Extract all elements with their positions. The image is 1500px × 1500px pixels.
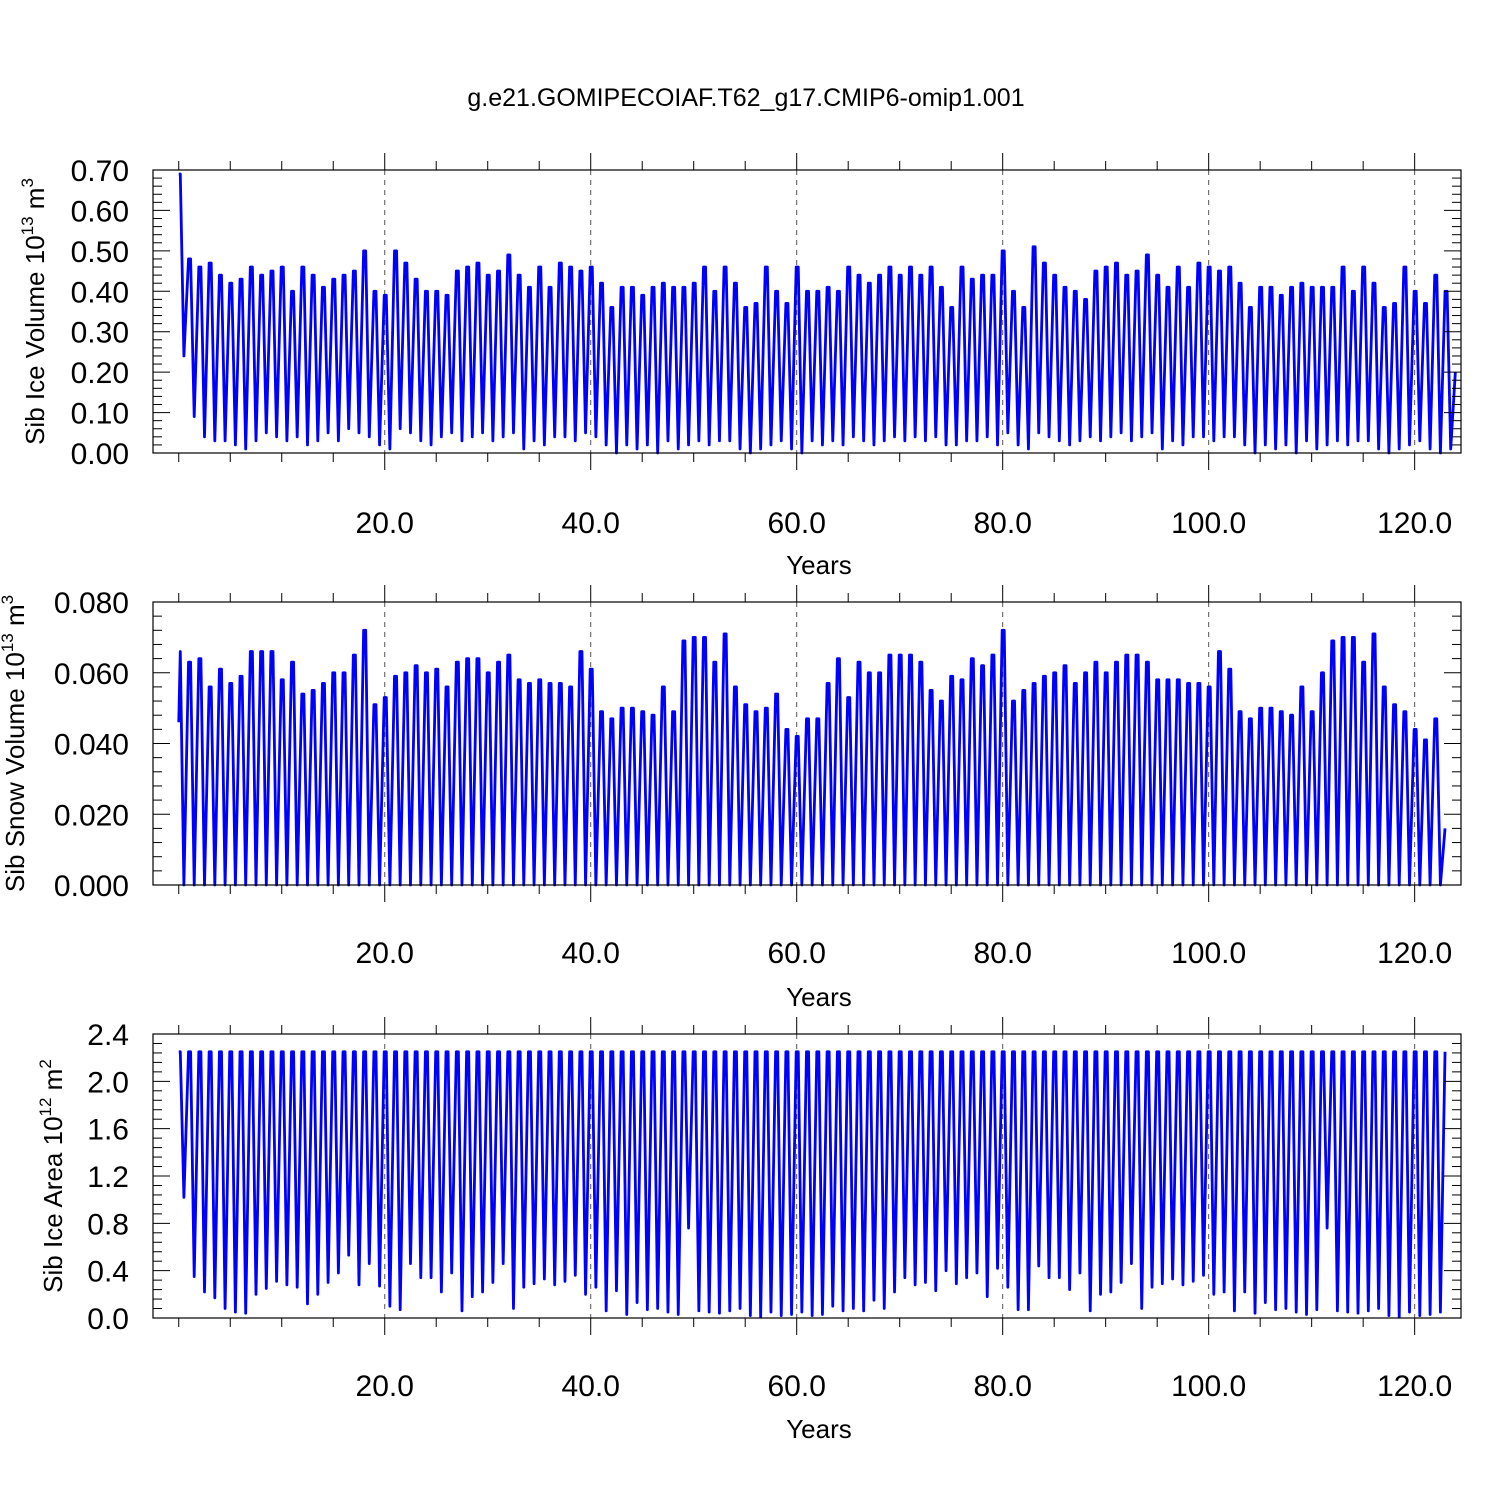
x-tick-label: 100.0: [1171, 937, 1246, 970]
y-tick-label: 0.4: [87, 1256, 129, 1289]
y-tick-label: 0.30: [71, 317, 129, 350]
y-label-unit: m: [0, 604, 30, 633]
x-tick-label: 20.0: [356, 1370, 414, 1403]
chart-title: g.e21.GOMIPECOIAF.T62_g17.CMIP6-omip1.00…: [467, 84, 1024, 112]
y-tick-label: 2.4: [87, 1019, 129, 1052]
series-line: [177, 628, 1447, 887]
chart-panel-1: 0.00 0.10 0.20 0.30 0.40 0.50 0.60 0.70 20.0 40.0…: [18, 153, 1462, 580]
y-label-unit: m: [20, 188, 50, 217]
x-tick-label: 80.0: [973, 1370, 1031, 1403]
x-tick-label: 120.0: [1377, 1370, 1452, 1403]
y-tick-label: 0.40: [71, 276, 129, 309]
x-tick-label: 40.0: [562, 937, 620, 970]
y-axis-label: Sib Ice Volume 1013 m3: [18, 178, 50, 445]
y-label-main: Sib Snow Volume 10: [0, 652, 30, 892]
y-label-exponent: 13: [0, 633, 17, 652]
x-tick-label: 80.0: [973, 937, 1031, 970]
chart-panel-3: 0.0 0.4 0.8 1.2 1.6 2.0 2.4 20.0 40.0 60.0 80.0 100…: [36, 1017, 1462, 1444]
x-tick-label: 120.0: [1377, 937, 1452, 970]
y-tick-label: 0.70: [71, 155, 129, 188]
y-axis-label: Sib Ice Area 1012 m2: [36, 1059, 68, 1293]
y-tick-label: 0.50: [71, 236, 129, 269]
y-tick-label: 0.0: [87, 1303, 129, 1336]
y-tick-label: 0.10: [71, 398, 129, 431]
x-axis-label: Years: [786, 1414, 852, 1444]
y-tick-label: 0.20: [71, 357, 129, 390]
y-label-exponent: 12: [36, 1098, 55, 1117]
y-label-main: Sib Ice Area 10: [38, 1116, 68, 1292]
y-tick-label: 0.020: [54, 799, 129, 832]
y-label-unit-exponent: 3: [0, 595, 17, 604]
y-label-unit-exponent: 3: [18, 178, 37, 187]
y-tick-label: 0.080: [54, 587, 129, 620]
x-tick-label: 20.0: [356, 937, 414, 970]
x-tick-label: 20.0: [356, 507, 414, 540]
x-tick-label: 60.0: [768, 937, 826, 970]
y-tick-label: 1.2: [87, 1161, 129, 1194]
y-label-main: Sib Ice Volume 10: [20, 235, 50, 445]
x-tick-label: 40.0: [562, 1370, 620, 1403]
y-label-exponent: 13: [18, 216, 37, 235]
y-tick-label: 0.60: [71, 195, 129, 228]
y-tick-label: 2.0: [87, 1066, 129, 1099]
x-tick-label: 100.0: [1171, 507, 1246, 540]
x-tick-label: 100.0: [1171, 1370, 1246, 1403]
y-tick-label: 0.060: [54, 658, 129, 691]
x-tick-label: 80.0: [973, 507, 1031, 540]
x-axis-label: Years: [786, 982, 852, 1012]
x-tick-label: 60.0: [768, 1370, 826, 1403]
x-tick-label: 120.0: [1377, 507, 1452, 540]
y-tick-label: 0.040: [54, 729, 129, 762]
y-label-unit-exponent: 2: [36, 1059, 55, 1068]
y-tick-label: 0.8: [87, 1208, 129, 1241]
x-axis-label: Years: [786, 550, 852, 580]
series-line: [178, 1050, 1447, 1319]
x-tick-label: 40.0: [562, 507, 620, 540]
y-tick-label: 0.00: [71, 438, 129, 471]
series-line: [178, 172, 1457, 455]
x-tick-label: 60.0: [768, 507, 826, 540]
y-label-unit: m: [38, 1069, 68, 1098]
y-axis-label: Sib Snow Volume 1013 m3: [0, 595, 30, 892]
y-tick-label: 1.6: [87, 1114, 129, 1147]
chart-panel-2: 0.000 0.020 0.040 0.060 0.080 20.0 40.0 60.0 80.…: [0, 585, 1462, 1012]
plot-frame: [152, 169, 1462, 454]
y-tick-label: 0.000: [54, 870, 129, 903]
